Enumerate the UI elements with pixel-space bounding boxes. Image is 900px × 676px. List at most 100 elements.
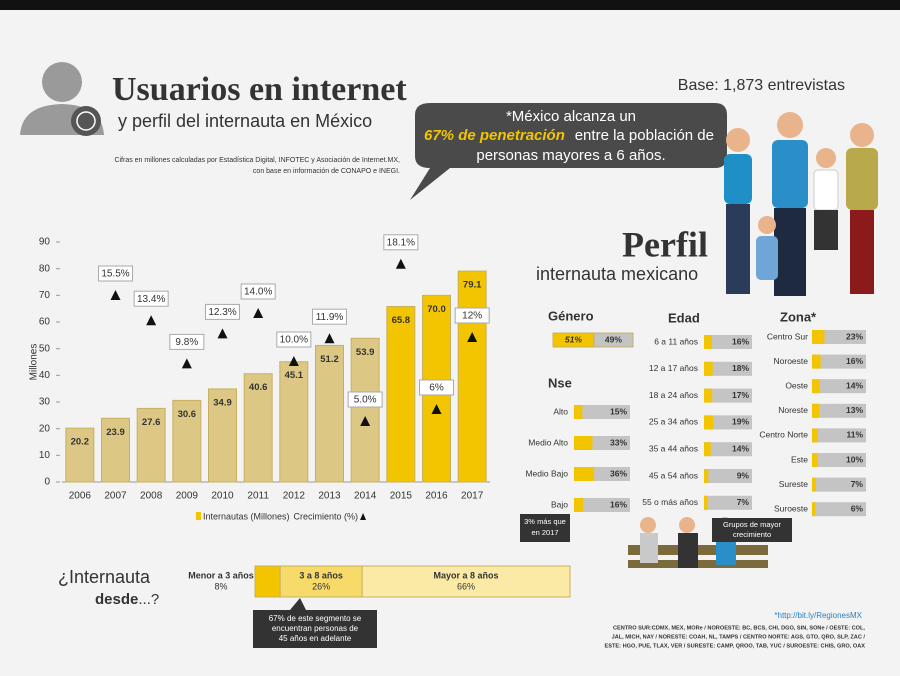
row-label: Medio Bajo [525,468,568,478]
growth-label: 10.0% [280,335,308,346]
perfil-subtitle: internauta mexicano [536,264,698,284]
bar-value-label: 19% [732,417,749,427]
segment-label: Mayor a 8 años [434,570,499,580]
x-tick-label: 2013 [318,491,341,502]
bar-value-label: 7% [737,497,750,507]
growth-marker [360,416,371,426]
bar-value-label: 27.6 [142,417,161,428]
bar-track [812,502,866,517]
callout-text: *México alcanza un [506,108,636,125]
annotation-box [520,514,570,542]
annotation-box [712,518,792,542]
growth-marker [146,315,157,326]
x-tick-label: 2009 [176,491,199,502]
bar [704,361,713,376]
bar-value-label: 70.0 [427,304,446,315]
bar-value-label: 10% [846,454,863,464]
bar [574,498,583,512]
annotation: 45 años en adelante [279,634,352,643]
bar [704,388,713,403]
bar-track [574,498,630,512]
bar-value-label: 9% [737,470,750,480]
bar [704,469,709,483]
growth-label-box [205,303,240,320]
bar [812,379,820,394]
footnote: ESTE: HGO, PUE, TLAX, VER / SURESTE: CAM… [605,643,866,649]
bar-track [704,495,752,510]
annotation: 67% de este segmento se [269,614,362,623]
bar [65,427,95,483]
growth-label-box [276,331,312,348]
growth-label-box [383,234,419,251]
growth-label: 14.0% [244,287,272,298]
bar-value-label: 6% [851,503,864,513]
desde-title: ...? [138,591,159,608]
bar-value-label: 17% [732,390,749,400]
bar-value-label: 11% [846,430,863,440]
annotation: crecimiento [733,530,771,539]
row-label: 12 a 17 años [649,363,698,373]
row-label: 25 a 34 años [649,417,698,427]
bar-track [704,415,752,430]
bar [812,330,825,344]
bar-track [812,330,866,344]
bar [457,270,487,483]
bar-track [704,361,752,376]
bar [812,354,821,369]
growth-marker [288,356,299,366]
bar-track [704,469,752,483]
bar-track [704,442,752,457]
callout-text: entre la población de [575,127,714,144]
x-tick-label: 2010 [211,491,234,502]
avatar-icon [20,62,104,136]
growth-marker [467,332,478,342]
bar-value-label: 34.9 [213,397,232,408]
growth-label: 5.0% [354,395,377,406]
bar-value-label: 33% [610,437,627,447]
bar [136,407,166,483]
bar-track [812,477,866,492]
bar-value-label: 51.2 [320,354,339,365]
x-tick-label: 2007 [104,491,127,502]
bar-track [812,354,866,369]
bar [812,502,816,517]
legend-marker [360,513,367,520]
growth-marker [431,404,442,414]
bar [101,417,130,483]
bar-value-label: 23% [846,331,863,341]
row-label: Oeste [785,380,808,390]
annotation: en 2017 [531,528,558,537]
bar-value-label: 16% [846,356,863,366]
annotation: encuentran personas de [272,624,359,633]
bar-value-label: 53.9 [356,347,375,358]
bar-value-label: 20.2 [71,437,90,448]
growth-label-box [312,308,347,325]
y-tick-label: 30 [39,397,51,408]
y-axis-label: Millones [29,344,40,381]
x-tick-label: 2008 [140,491,163,502]
bar-track [812,403,866,418]
legend-label: Crecimiento (%) [294,511,359,521]
bar-track [704,335,752,349]
row-label: 55 o más años [642,497,698,507]
footnote: CENTRO SUR:CDMX, MEX, MORe / NOROESTE: B… [613,625,865,631]
y-tick-label: 40 [39,370,51,381]
x-tick-label: 2014 [354,491,377,502]
bar-value-label: 13% [846,405,863,415]
bar [704,442,711,457]
segment [361,565,571,598]
growth-label: 11.9% [316,312,344,323]
bar [812,453,818,467]
bar [350,337,380,483]
growth-label-box [133,290,169,307]
row-label: Centro Norte [759,430,808,440]
callout-highlight: 67% de penetración [424,127,565,144]
bar-value-label: 30.6 [178,409,197,420]
y-tick-label: 50 [39,343,51,354]
row-label: 45 a 54 años [649,470,698,480]
row-label: Bajo [551,499,568,509]
x-tick-label: 2006 [69,491,92,502]
segment-label: 3 a 8 años [299,570,343,580]
callout-bubble [410,103,727,200]
